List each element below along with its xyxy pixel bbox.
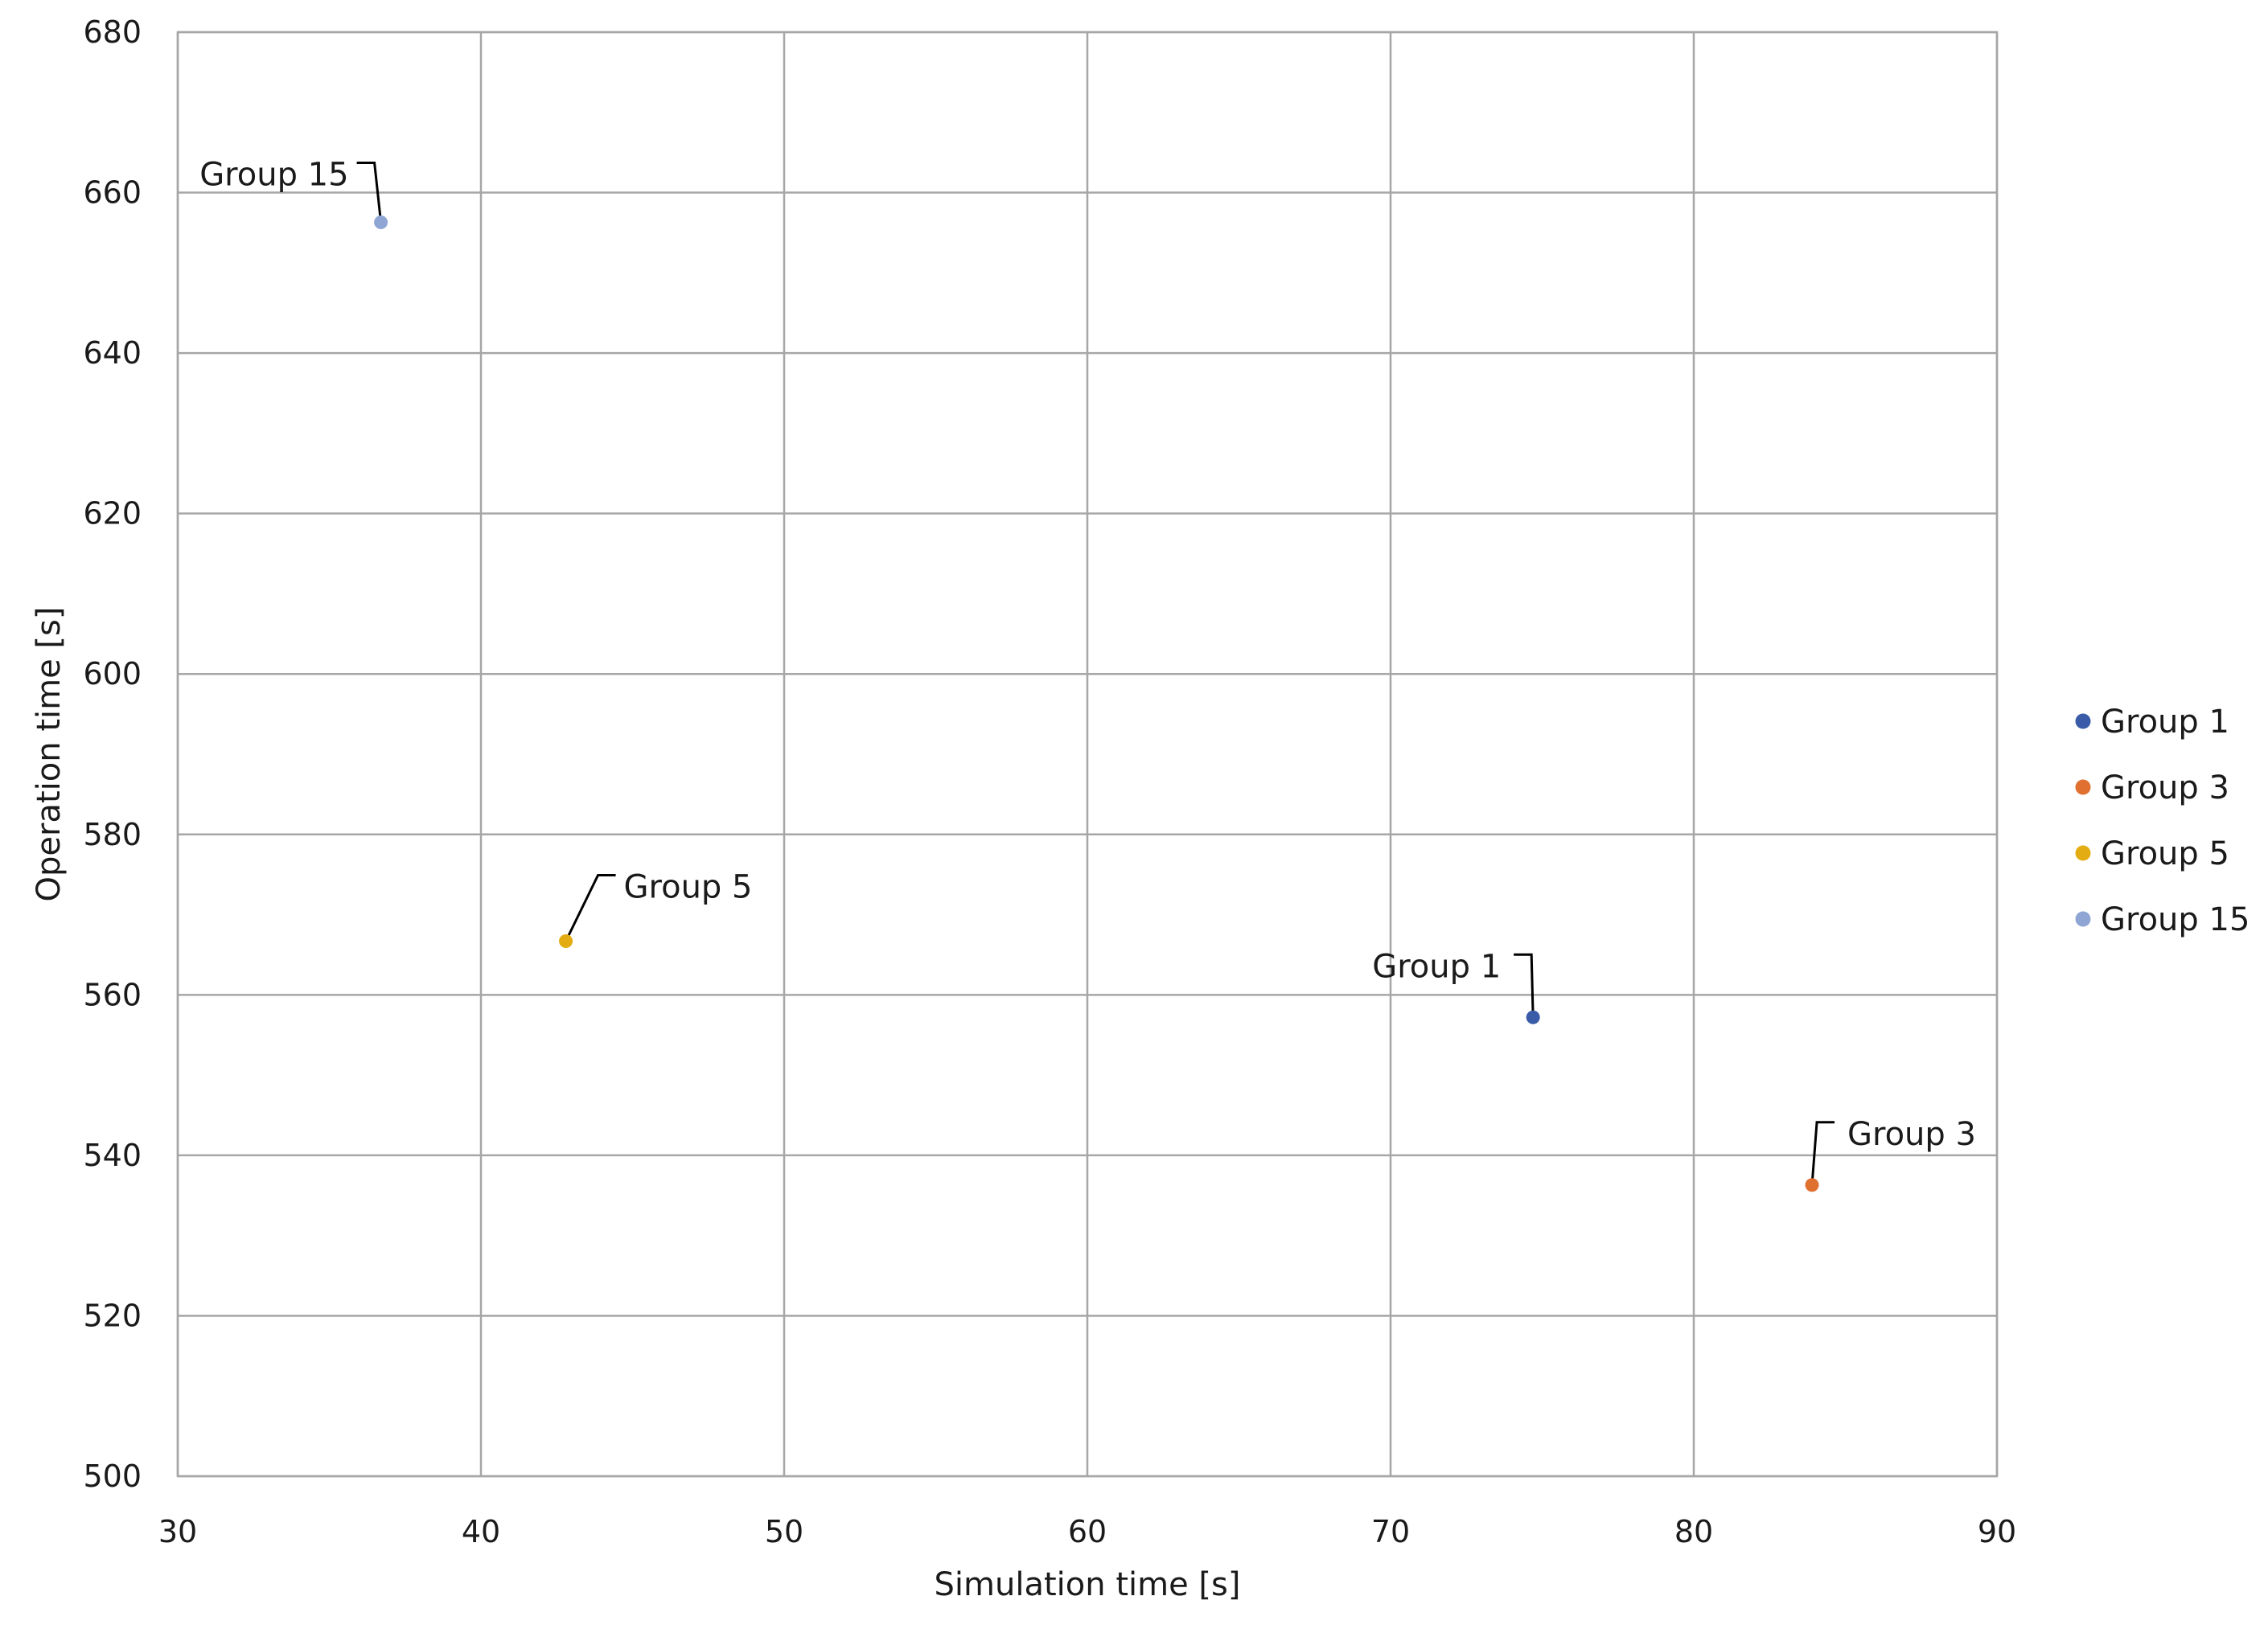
data-point-group-15 bbox=[374, 215, 388, 229]
legend-marker bbox=[2075, 845, 2091, 861]
y-tick-label: 580 bbox=[83, 817, 142, 852]
x-tick-label: 90 bbox=[1978, 1514, 2016, 1549]
y-axis-title: Operation time [s] bbox=[31, 607, 68, 902]
data-label-group-1: Group 1 bbox=[1372, 948, 1501, 985]
axes: 500 520 540 560 580 600 620 640 660 680 30 40 50 60 70… bbox=[83, 14, 2016, 1549]
y-tick-label: 540 bbox=[83, 1138, 142, 1173]
legend-label: Group 15 bbox=[2101, 901, 2250, 938]
data-points bbox=[374, 215, 1819, 1192]
data-label-group-15: Group 15 bbox=[199, 156, 348, 193]
y-tick-label: 680 bbox=[83, 14, 142, 50]
x-tick-label: 80 bbox=[1674, 1514, 1713, 1549]
legend-label: Group 3 bbox=[2101, 769, 2229, 806]
y-tick-label: 600 bbox=[83, 656, 142, 691]
x-tick-label: 30 bbox=[158, 1514, 197, 1549]
y-tick-label: 560 bbox=[83, 977, 142, 1012]
data-point-group-3 bbox=[1805, 1178, 1819, 1192]
x-tick-label: 50 bbox=[765, 1514, 803, 1549]
data-label-leader bbox=[1810, 1121, 1835, 1185]
x-axis-title: Simulation time [s] bbox=[935, 1566, 1241, 1603]
legend-marker bbox=[2075, 779, 2091, 795]
data-point-group-1 bbox=[1526, 1010, 1540, 1024]
legend-marker bbox=[2075, 911, 2091, 927]
legend-marker bbox=[2075, 713, 2091, 729]
y-tick-label: 640 bbox=[83, 335, 142, 371]
legend-label: Group 1 bbox=[2101, 704, 2229, 741]
data-label-leader bbox=[1514, 953, 1535, 1018]
y-tick-label: 620 bbox=[83, 496, 142, 531]
data-label-leader bbox=[356, 161, 383, 223]
data-label-leader bbox=[565, 873, 616, 942]
legend-label: Group 5 bbox=[2101, 835, 2229, 872]
legend: Group 1 Group 3 Group 5 Group 15 bbox=[2075, 704, 2250, 938]
data-labels: Group 1 Group 3 Group 5 Group 15 bbox=[199, 156, 1976, 1152]
y-tick-label: 500 bbox=[83, 1459, 142, 1494]
data-point-group-5 bbox=[559, 933, 573, 948]
x-tick-label: 60 bbox=[1068, 1514, 1107, 1549]
data-label-group-3: Group 3 bbox=[1847, 1116, 1976, 1153]
label-leaders bbox=[356, 161, 1835, 1185]
plot-area-border bbox=[176, 31, 1999, 1478]
y-tick-label: 660 bbox=[83, 175, 142, 211]
data-label-group-5: Group 5 bbox=[624, 868, 753, 905]
y-tick-label: 520 bbox=[83, 1298, 142, 1333]
x-tick-label: 70 bbox=[1371, 1514, 1410, 1549]
grid bbox=[176, 31, 1999, 1478]
x-tick-label: 40 bbox=[462, 1514, 500, 1549]
